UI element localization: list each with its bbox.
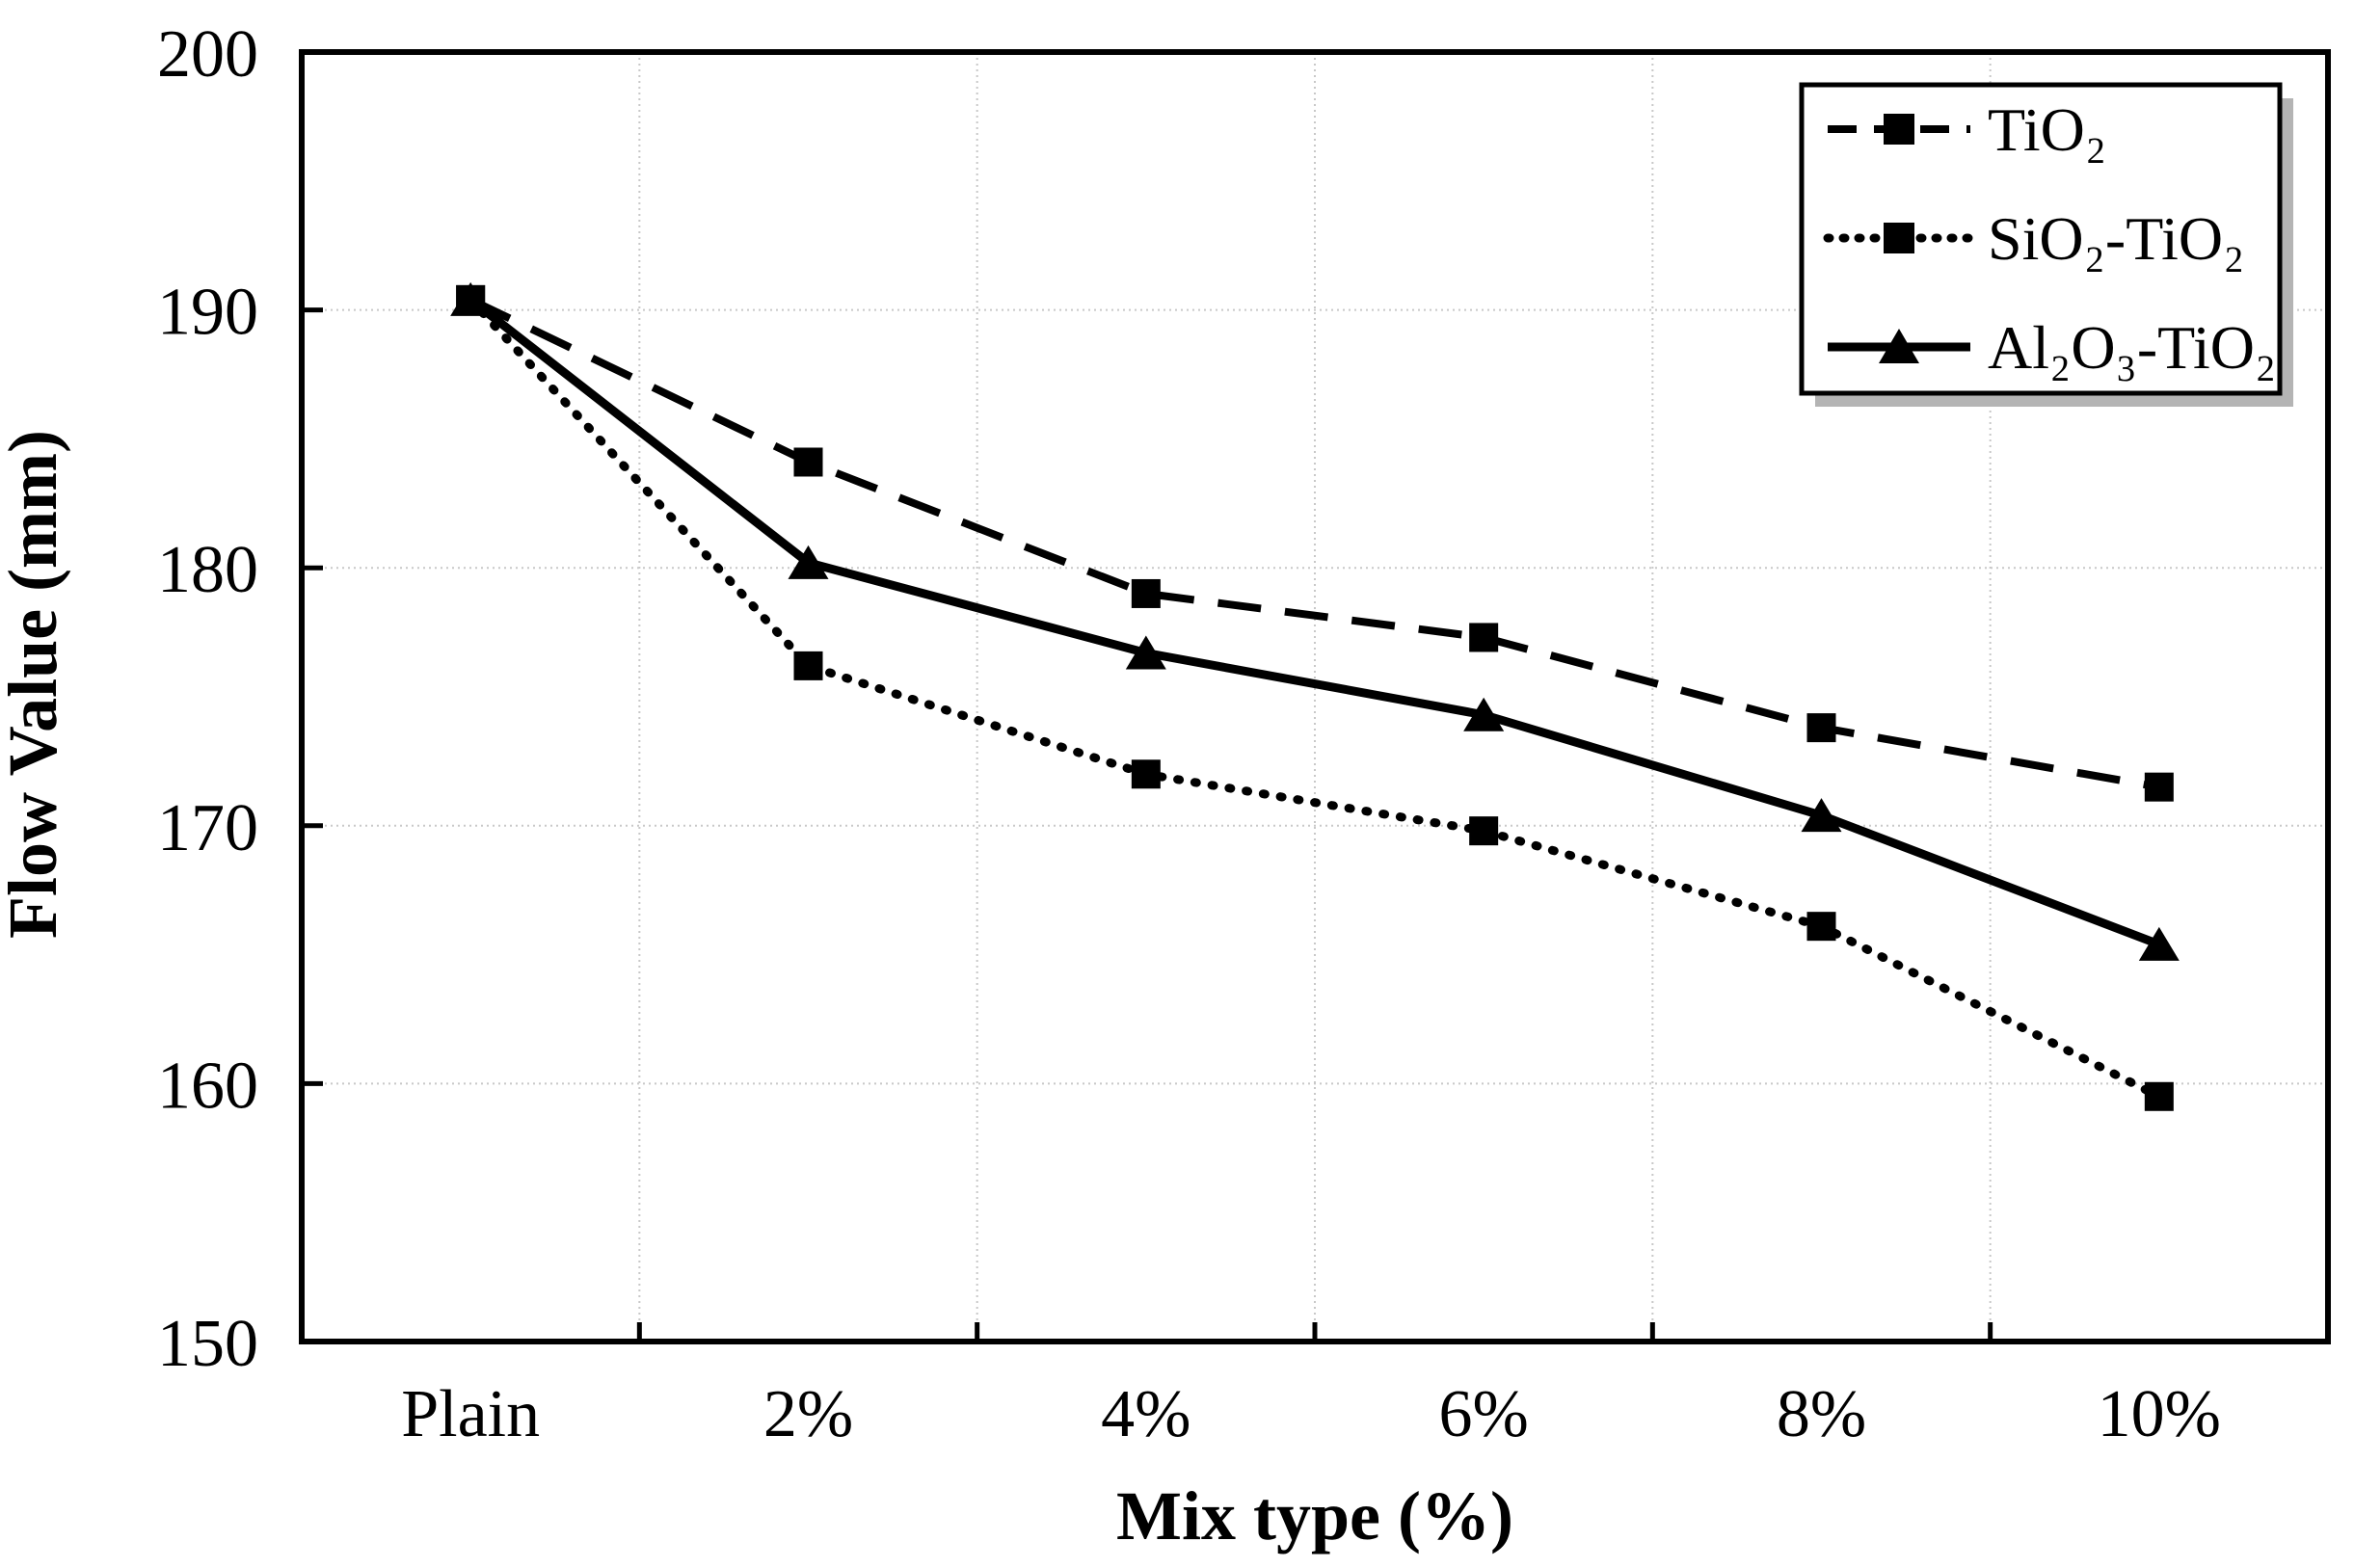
marker-square bbox=[2144, 772, 2174, 802]
legend-marker-square bbox=[1884, 223, 1914, 253]
y-axis-title: Flow Value (mm) bbox=[0, 430, 71, 939]
marker-triangle bbox=[1463, 697, 1505, 731]
y-tick-label: 180 bbox=[157, 533, 258, 607]
x-tick-label: 6% bbox=[1439, 1377, 1529, 1451]
x-axis-labels: Plain 2% 4% 6% 8% 10% bbox=[401, 1377, 2221, 1451]
x-tick-label: 8% bbox=[1777, 1377, 1866, 1451]
legend-entry: Al₂O₃-TiO₂ bbox=[1828, 313, 2276, 382]
series-line-dashed bbox=[468, 296, 2160, 791]
legend: TiO₂ SiO₂-TiO₂ Al₂O₃-TiO₂ bbox=[1799, 82, 2293, 407]
marker-square bbox=[1806, 713, 1836, 743]
legend-box bbox=[1799, 82, 2283, 396]
axis-ticks bbox=[302, 307, 1993, 1342]
x-tick-label: 4% bbox=[1101, 1377, 1190, 1451]
marker-square bbox=[793, 447, 823, 477]
marker-square bbox=[1469, 816, 1499, 846]
legend-entry: TiO₂ bbox=[1828, 95, 2106, 164]
marker-triangle bbox=[788, 545, 829, 579]
marker-triangle bbox=[2138, 926, 2180, 961]
marker-square bbox=[1806, 912, 1836, 942]
legend-label: SiO₂-TiO₂ bbox=[1988, 204, 2244, 273]
y-tick-label: 150 bbox=[157, 1307, 258, 1381]
marker-square bbox=[1131, 759, 1161, 789]
marker-triangle bbox=[1125, 635, 1166, 670]
legend-label: Al₂O₃-TiO₂ bbox=[1988, 313, 2276, 382]
legend-entry: SiO₂-TiO₂ bbox=[1823, 204, 2244, 273]
marker-square bbox=[793, 651, 823, 680]
y-axis-labels: 150 160 170 180 190 200 bbox=[157, 17, 258, 1381]
plot-border bbox=[299, 49, 2331, 1344]
series-line-solid bbox=[468, 296, 2161, 949]
marker-square bbox=[1131, 578, 1161, 608]
marker-triangle bbox=[1801, 798, 1842, 833]
y-tick-label: 170 bbox=[157, 791, 258, 865]
legend-label: TiO₂ bbox=[1988, 95, 2106, 164]
legend-marker-square bbox=[1884, 114, 1914, 145]
x-tick-label: Plain bbox=[401, 1377, 540, 1451]
x-tick-label: 2% bbox=[763, 1377, 853, 1451]
y-tick-label: 190 bbox=[157, 276, 258, 350]
y-tick-label: 200 bbox=[157, 17, 258, 92]
series-line-dotted bbox=[466, 295, 2164, 1102]
series-group bbox=[450, 281, 2180, 1111]
x-axis-title: Mix type (%) bbox=[1116, 1477, 1513, 1555]
y-tick-label: 160 bbox=[157, 1049, 258, 1123]
x-tick-label: 10% bbox=[2098, 1377, 2221, 1451]
legend-marker-triangle bbox=[1879, 329, 1919, 363]
marker-square bbox=[456, 284, 486, 314]
marker-square bbox=[1469, 623, 1499, 652]
marker-square bbox=[2144, 1081, 2174, 1111]
